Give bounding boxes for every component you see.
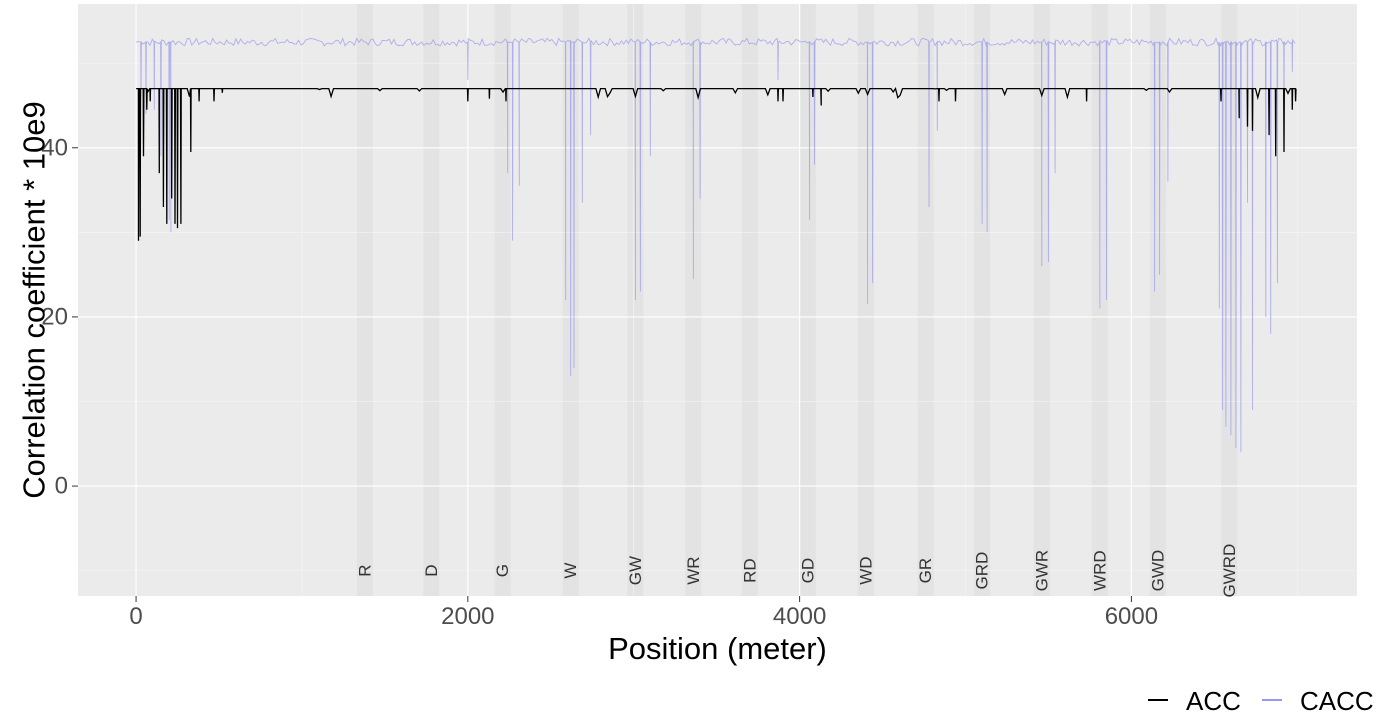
region-band (917, 4, 934, 596)
series-line-acc (136, 87, 1297, 241)
region-label: WR (684, 556, 703, 584)
region-labels: R D G W GW WR RD GD WD GR GRD GWR WRD GWD GWRD (355, 544, 1238, 598)
region-label: G (493, 564, 512, 577)
region-label: RD (740, 558, 759, 583)
region-band (356, 4, 373, 596)
region-label: W (561, 563, 580, 579)
y-tick-label: 0 (55, 473, 68, 500)
region-label: GR (916, 558, 935, 584)
y-tick-label: 40 (41, 134, 68, 161)
region-label: GWRD (1220, 544, 1239, 598)
region-label: WRD (1090, 550, 1109, 591)
region-band (423, 4, 440, 596)
x-tick-label: 4000 (773, 603, 826, 630)
region-label: GW (626, 556, 645, 585)
legend-label-cacc: CACC (1300, 686, 1374, 716)
region-label: GWR (1032, 550, 1051, 592)
y-tick-label: 20 (41, 303, 68, 330)
x-tick-label: 2000 (441, 603, 494, 630)
x-axis-title: Position (meter) (608, 631, 827, 666)
region-band (799, 4, 816, 596)
legend-label-acc: ACC (1186, 686, 1241, 716)
region-band (1221, 4, 1238, 596)
region-band (857, 4, 874, 596)
plot-panel (78, 4, 1357, 596)
x-tick-label: 0 (129, 603, 142, 630)
region-band (741, 4, 758, 596)
region-label: D (422, 564, 441, 576)
series-line-cacc (136, 37, 1296, 453)
region-band (494, 4, 511, 596)
y-axis-title: Correlation coefficient * 10e9 (17, 101, 52, 499)
region-label: WD (856, 556, 875, 584)
region-label: R (355, 564, 374, 576)
axes: 0 20 40 0 2000 4000 6000 Position (meter) Correl… (17, 101, 1159, 666)
region-label: GD (798, 558, 817, 584)
panel-background (78, 4, 1357, 596)
region-label: GRD (973, 552, 992, 590)
legend: ACC CACC (1148, 686, 1374, 716)
gridlines (78, 4, 1357, 596)
region-band (1149, 4, 1166, 596)
series-lines (136, 37, 1297, 453)
region-band (685, 4, 702, 596)
region-band (974, 4, 991, 596)
x-tick-label: 6000 (1105, 603, 1158, 630)
region-bands (356, 4, 1238, 596)
region-band (1033, 4, 1050, 596)
region-label: GWD (1148, 550, 1167, 592)
